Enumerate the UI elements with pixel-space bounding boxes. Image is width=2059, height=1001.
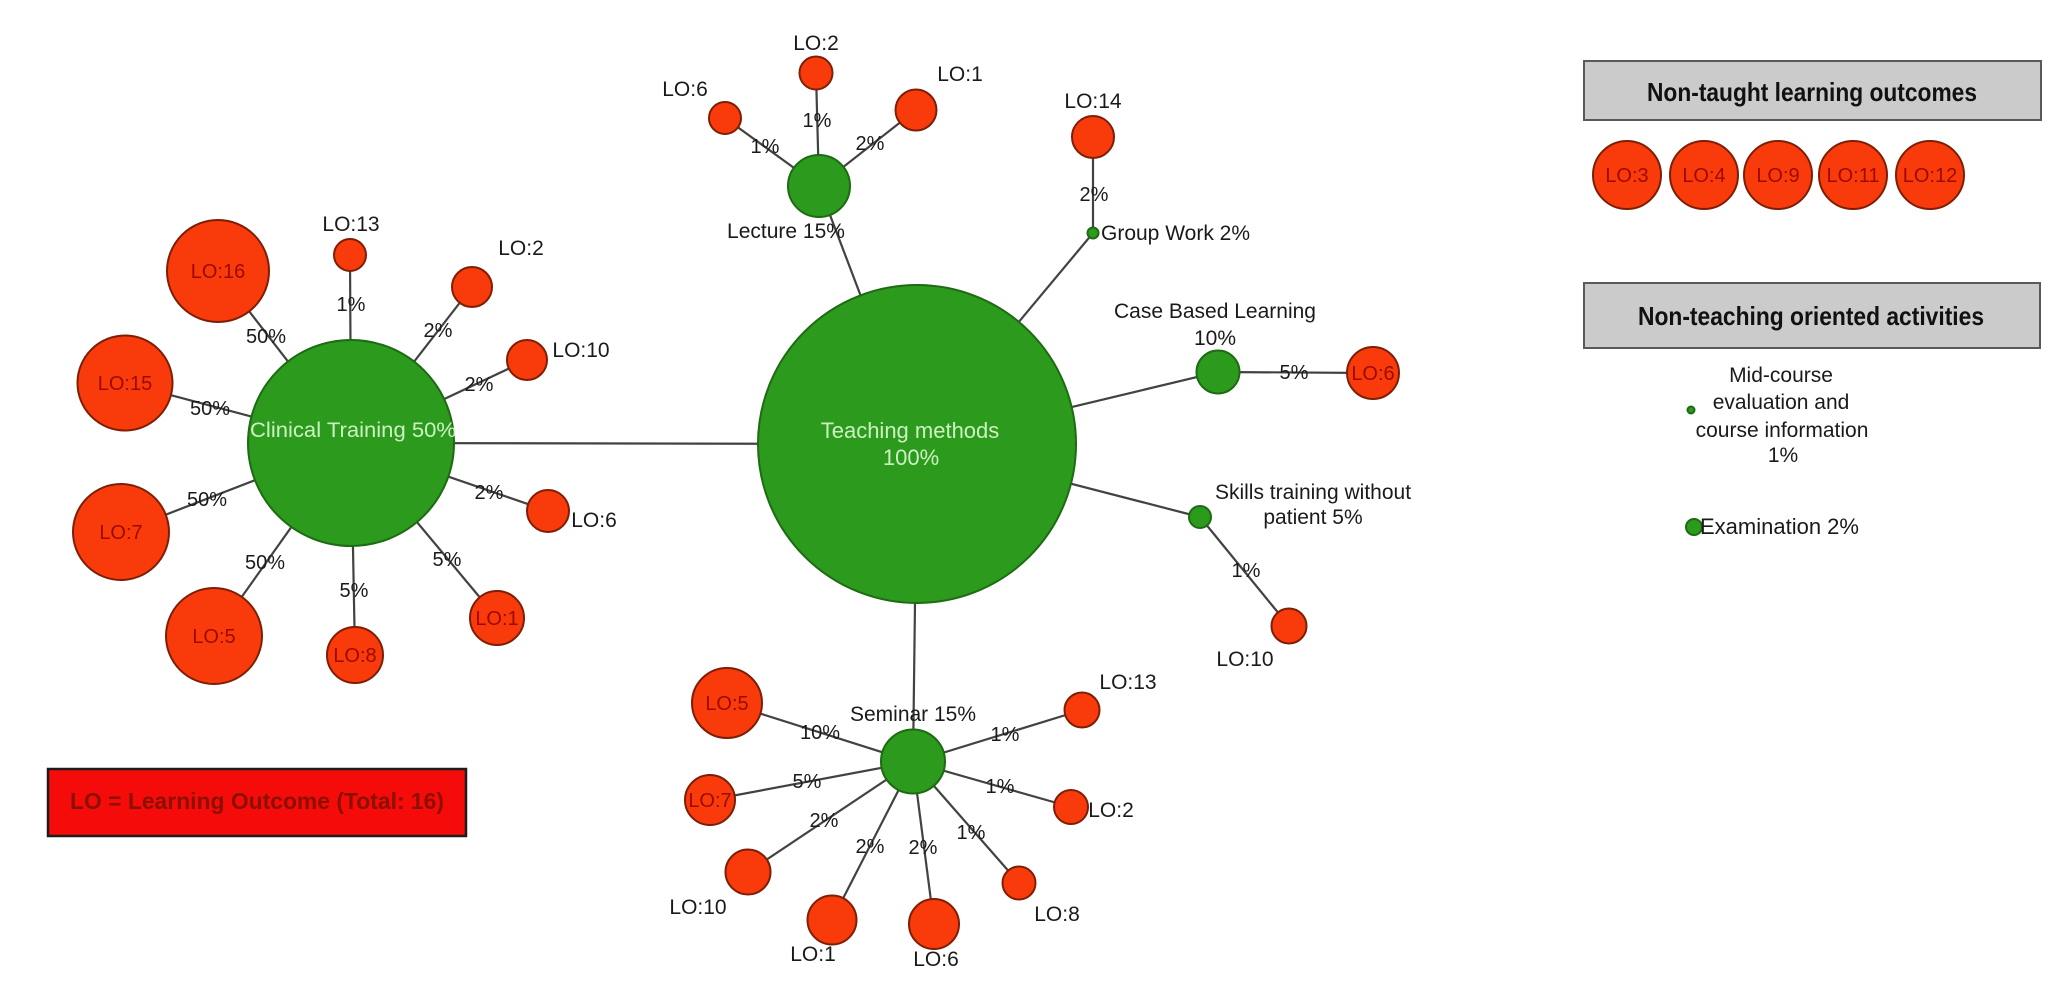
svg-text:course information: course information — [1696, 419, 1869, 442]
svg-text:1%: 1% — [803, 110, 832, 132]
svg-text:LO:10: LO:10 — [669, 896, 726, 919]
svg-text:Examination 2%: Examination 2% — [1700, 514, 1859, 539]
svg-text:1%: 1% — [337, 294, 366, 316]
svg-text:LO:13: LO:13 — [1099, 671, 1156, 694]
svg-text:LO:8: LO:8 — [1034, 903, 1080, 926]
svg-text:Skills training without: Skills training without — [1215, 481, 1411, 504]
svg-text:1%: 1% — [986, 776, 1015, 798]
svg-text:Non-teaching oriented activiti: Non-teaching oriented activities — [1638, 301, 1984, 331]
svg-text:Mid-course: Mid-course — [1729, 364, 1833, 387]
svg-text:LO = Learning Outcome (Total:: LO = Learning Outcome (Total: 16) — [70, 788, 444, 814]
svg-text:Clinical Training 50%: Clinical Training 50% — [250, 419, 456, 442]
svg-text:50%: 50% — [187, 489, 227, 511]
svg-text:100%: 100% — [883, 445, 939, 470]
svg-text:1%: 1% — [957, 822, 986, 844]
svg-text:LO:6: LO:6 — [1351, 363, 1394, 385]
svg-text:LO:6: LO:6 — [571, 509, 617, 532]
svg-text:1%: 1% — [991, 724, 1020, 746]
svg-text:Teaching methods: Teaching methods — [821, 418, 1000, 443]
svg-text:Lecture 15%: Lecture 15% — [727, 220, 845, 243]
svg-text:LO:11: LO:11 — [1827, 165, 1880, 187]
svg-text:LO:8: LO:8 — [333, 645, 376, 667]
svg-text:LO:5: LO:5 — [192, 626, 235, 648]
svg-text:1%: 1% — [1232, 560, 1261, 582]
svg-text:5%: 5% — [793, 771, 822, 793]
svg-text:10%: 10% — [800, 722, 840, 744]
svg-text:LO:16: LO:16 — [191, 261, 245, 283]
svg-text:LO:2: LO:2 — [498, 237, 544, 260]
svg-text:LO:9: LO:9 — [1756, 165, 1799, 187]
svg-text:LO:2: LO:2 — [793, 32, 839, 55]
svg-text:LO:12: LO:12 — [1903, 165, 1957, 187]
svg-text:2%: 2% — [810, 810, 839, 832]
svg-text:LO:1: LO:1 — [475, 608, 518, 630]
svg-text:patient 5%: patient 5% — [1263, 506, 1362, 529]
svg-text:LO:2: LO:2 — [1088, 799, 1134, 822]
svg-text:evaluation and: evaluation and — [1713, 391, 1850, 414]
svg-text:50%: 50% — [245, 552, 285, 574]
svg-text:LO:5: LO:5 — [705, 693, 748, 715]
svg-text:LO:7: LO:7 — [688, 790, 731, 812]
svg-text:Case Based Learning: Case Based Learning — [1114, 300, 1316, 323]
svg-text:LO:6: LO:6 — [662, 78, 708, 101]
svg-text:LO:6: LO:6 — [913, 948, 959, 971]
svg-text:2%: 2% — [909, 837, 938, 859]
svg-text:2%: 2% — [856, 133, 885, 155]
svg-text:2%: 2% — [475, 482, 504, 504]
svg-text:5%: 5% — [1280, 362, 1309, 384]
svg-text:1%: 1% — [1768, 444, 1798, 467]
svg-text:10%: 10% — [1194, 327, 1236, 350]
svg-text:50%: 50% — [246, 326, 286, 348]
svg-text:LO:15: LO:15 — [98, 373, 152, 395]
svg-text:Non-taught learning outcomes: Non-taught learning outcomes — [1647, 77, 1977, 107]
svg-text:5%: 5% — [433, 549, 462, 571]
svg-text:2%: 2% — [465, 374, 494, 396]
svg-text:LO:1: LO:1 — [937, 63, 983, 86]
svg-text:2%: 2% — [424, 320, 453, 342]
svg-text:LO:7: LO:7 — [99, 522, 142, 544]
svg-text:LO:4: LO:4 — [1682, 165, 1725, 187]
svg-text:LO:10: LO:10 — [552, 339, 609, 362]
svg-text:LO:1: LO:1 — [790, 943, 836, 966]
svg-text:5%: 5% — [340, 580, 369, 602]
svg-text:LO:13: LO:13 — [322, 213, 379, 236]
svg-text:LO:3: LO:3 — [1605, 165, 1648, 187]
svg-text:1%: 1% — [751, 136, 780, 158]
svg-text:50%: 50% — [190, 398, 230, 420]
svg-text:LO:14: LO:14 — [1064, 90, 1122, 113]
svg-text:2%: 2% — [856, 836, 885, 858]
svg-text:LO:10: LO:10 — [1216, 648, 1273, 671]
svg-text:2%: 2% — [1080, 184, 1109, 206]
svg-text:Seminar 15%: Seminar 15% — [850, 703, 976, 726]
svg-text:Group Work 2%: Group Work 2% — [1101, 222, 1250, 245]
